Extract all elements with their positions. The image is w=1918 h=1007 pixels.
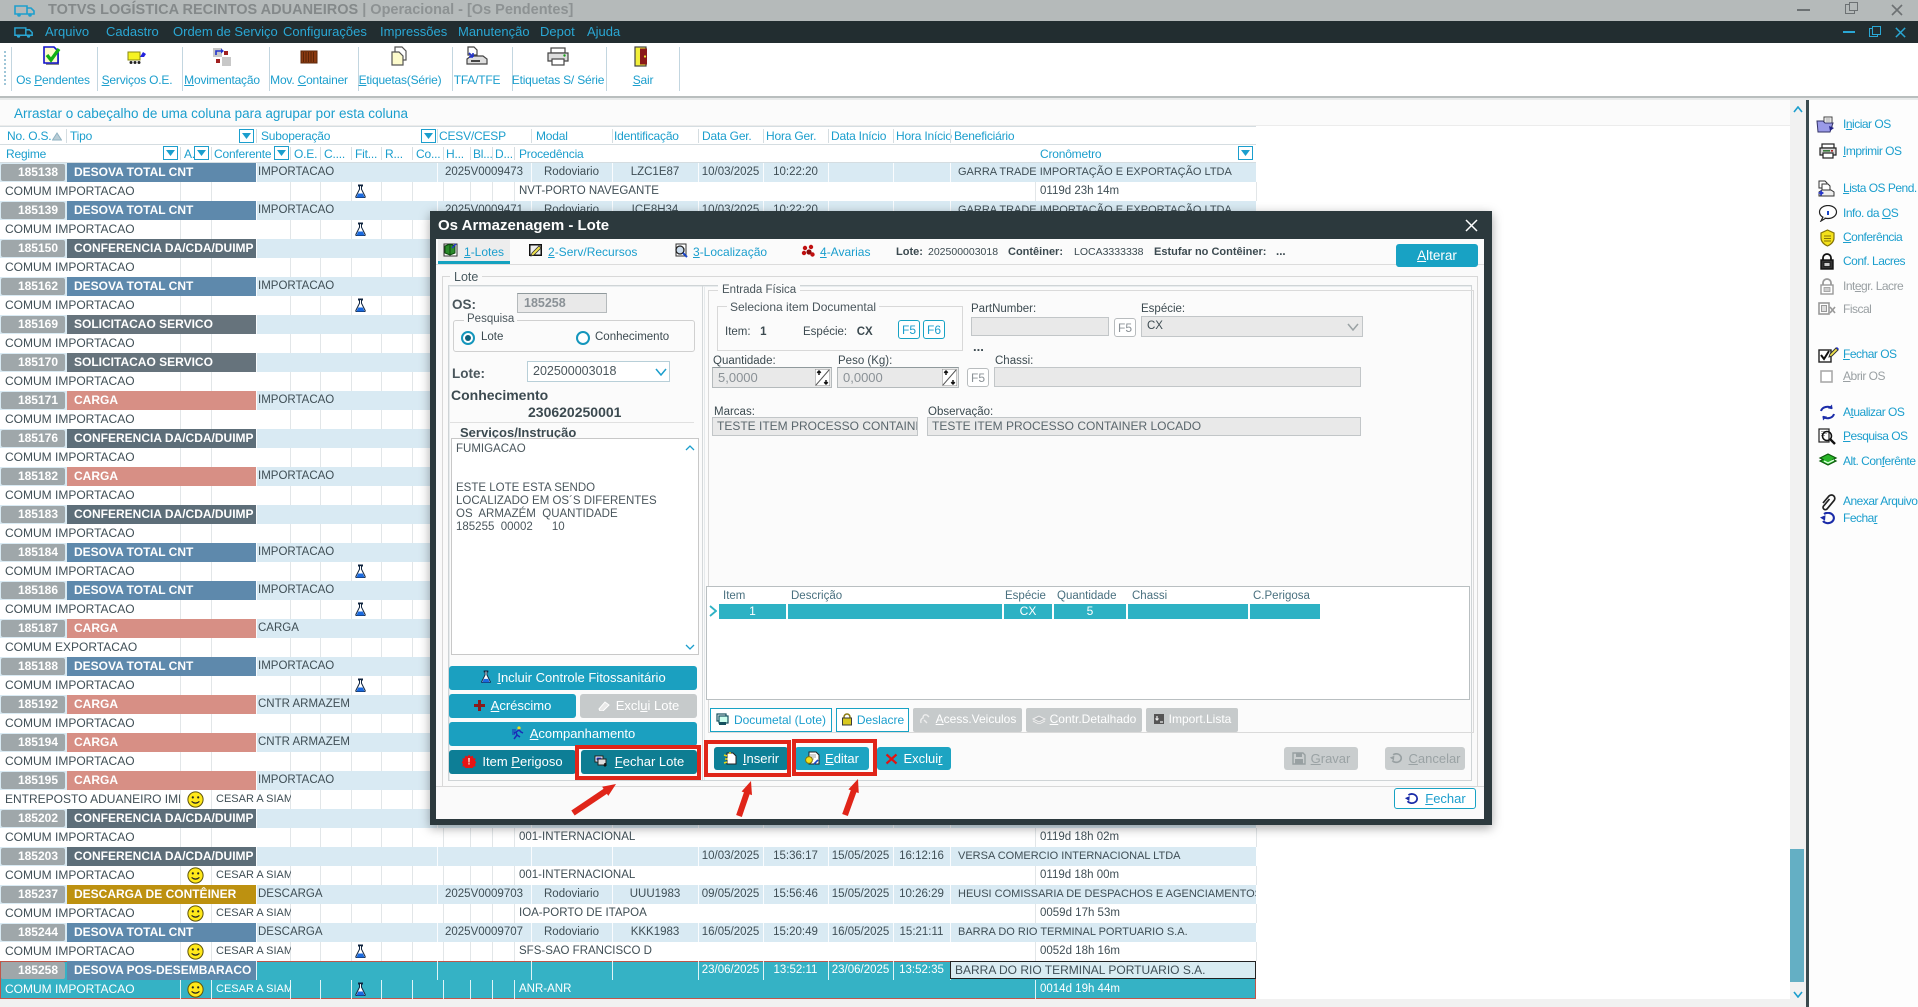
svg-text:!: !	[468, 757, 471, 767]
